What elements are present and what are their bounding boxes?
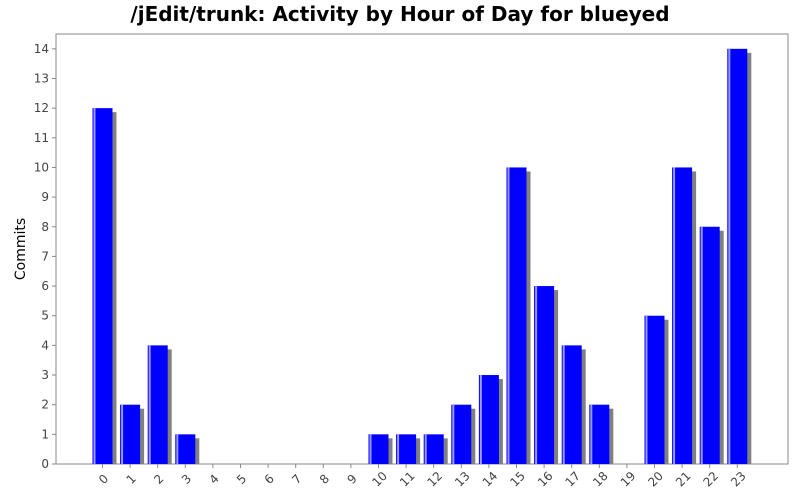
bar-highlight: [645, 315, 648, 464]
y-tick-label: 9: [41, 190, 49, 204]
bar-highlight: [176, 434, 179, 464]
bar-highlight: [148, 345, 151, 464]
chart-title: /jEdit/trunk: Activity by Hour of Day fo…: [130, 2, 670, 26]
x-tick-label: 20: [645, 469, 666, 490]
bar: [506, 167, 527, 464]
bar: [478, 375, 499, 464]
bars: [92, 48, 752, 465]
x-tick-label: 6: [262, 472, 277, 487]
bar-highlight: [452, 404, 455, 464]
y-tick-label: 12: [34, 101, 49, 115]
bar: [561, 345, 582, 464]
x-tick-label: 4: [206, 472, 221, 487]
x-axis: 0 1 2 3 4 5 6 7 8 9 10 11 12 13 14 15 16 17 18 19 20 21 22 23: [56, 463, 788, 490]
x-tick-label: 9: [344, 472, 359, 487]
bar: [644, 315, 665, 464]
x-tick-label: 17: [563, 469, 584, 490]
x-tick-label: 11: [397, 469, 418, 490]
y-tick-label: 3: [41, 368, 49, 382]
y-tick-label: 8: [41, 220, 49, 234]
x-tick-label: 23: [728, 469, 749, 490]
x-tick-label: 13: [452, 469, 473, 490]
bar-highlight: [424, 434, 427, 464]
x-tick-label: 12: [425, 469, 446, 490]
bar: [175, 434, 196, 464]
x-tick-label: 2: [151, 472, 166, 487]
bar-highlight: [369, 434, 372, 464]
x-tick-label: 7: [289, 472, 304, 487]
y-tick-label: 13: [34, 71, 49, 85]
y-tick-label: 11: [34, 131, 49, 145]
bar-highlight: [397, 434, 400, 464]
bar-highlight: [673, 167, 676, 464]
y-tick-label: 7: [41, 249, 49, 263]
y-axis-label: Commits: [13, 218, 29, 280]
y-tick-label: 10: [34, 160, 49, 174]
bar: [120, 404, 141, 464]
y-tick-label: 6: [41, 279, 49, 293]
bar: [423, 434, 444, 464]
x-tick-label: 21: [673, 469, 694, 490]
bar: [727, 48, 748, 465]
bar-highlight: [93, 108, 96, 464]
y-tick-label: 1: [41, 427, 49, 441]
bar-highlight: [507, 167, 510, 464]
bar-highlight: [700, 226, 703, 464]
y-tick-label: 2: [41, 398, 49, 412]
y-tick-label: 14: [34, 42, 49, 56]
y-tick-label: 0: [41, 457, 49, 471]
x-tick-label: 14: [480, 469, 501, 490]
bar-highlight: [121, 404, 124, 464]
bar-highlight: [562, 345, 565, 464]
bar-highlight: [535, 286, 538, 464]
bar: [534, 286, 555, 464]
y-tick-label: 5: [41, 309, 49, 323]
x-tick-label: 0: [96, 472, 111, 487]
x-tick-label: 8: [317, 472, 332, 487]
x-tick-label: 15: [507, 469, 528, 490]
x-tick-label: 22: [701, 469, 722, 490]
x-tick-label: 10: [369, 469, 390, 490]
bar: [672, 167, 693, 464]
bar: [368, 434, 389, 464]
bar-highlight: [590, 404, 593, 464]
x-tick-label: 1: [124, 472, 139, 487]
x-tick-label: 16: [535, 469, 556, 490]
bar: [147, 345, 168, 464]
x-tick-label: 19: [618, 469, 639, 490]
bar-highlight: [728, 48, 731, 465]
bar: [451, 404, 472, 464]
x-tick-label: 18: [590, 469, 611, 490]
bar: [589, 404, 610, 464]
x-tick-label: 5: [234, 472, 249, 487]
bar-highlight: [479, 375, 482, 464]
bar: [92, 108, 113, 464]
bar: [396, 434, 417, 464]
y-tick-label: 4: [41, 338, 49, 352]
x-tick-label: 3: [179, 472, 194, 487]
bar: [699, 226, 720, 464]
